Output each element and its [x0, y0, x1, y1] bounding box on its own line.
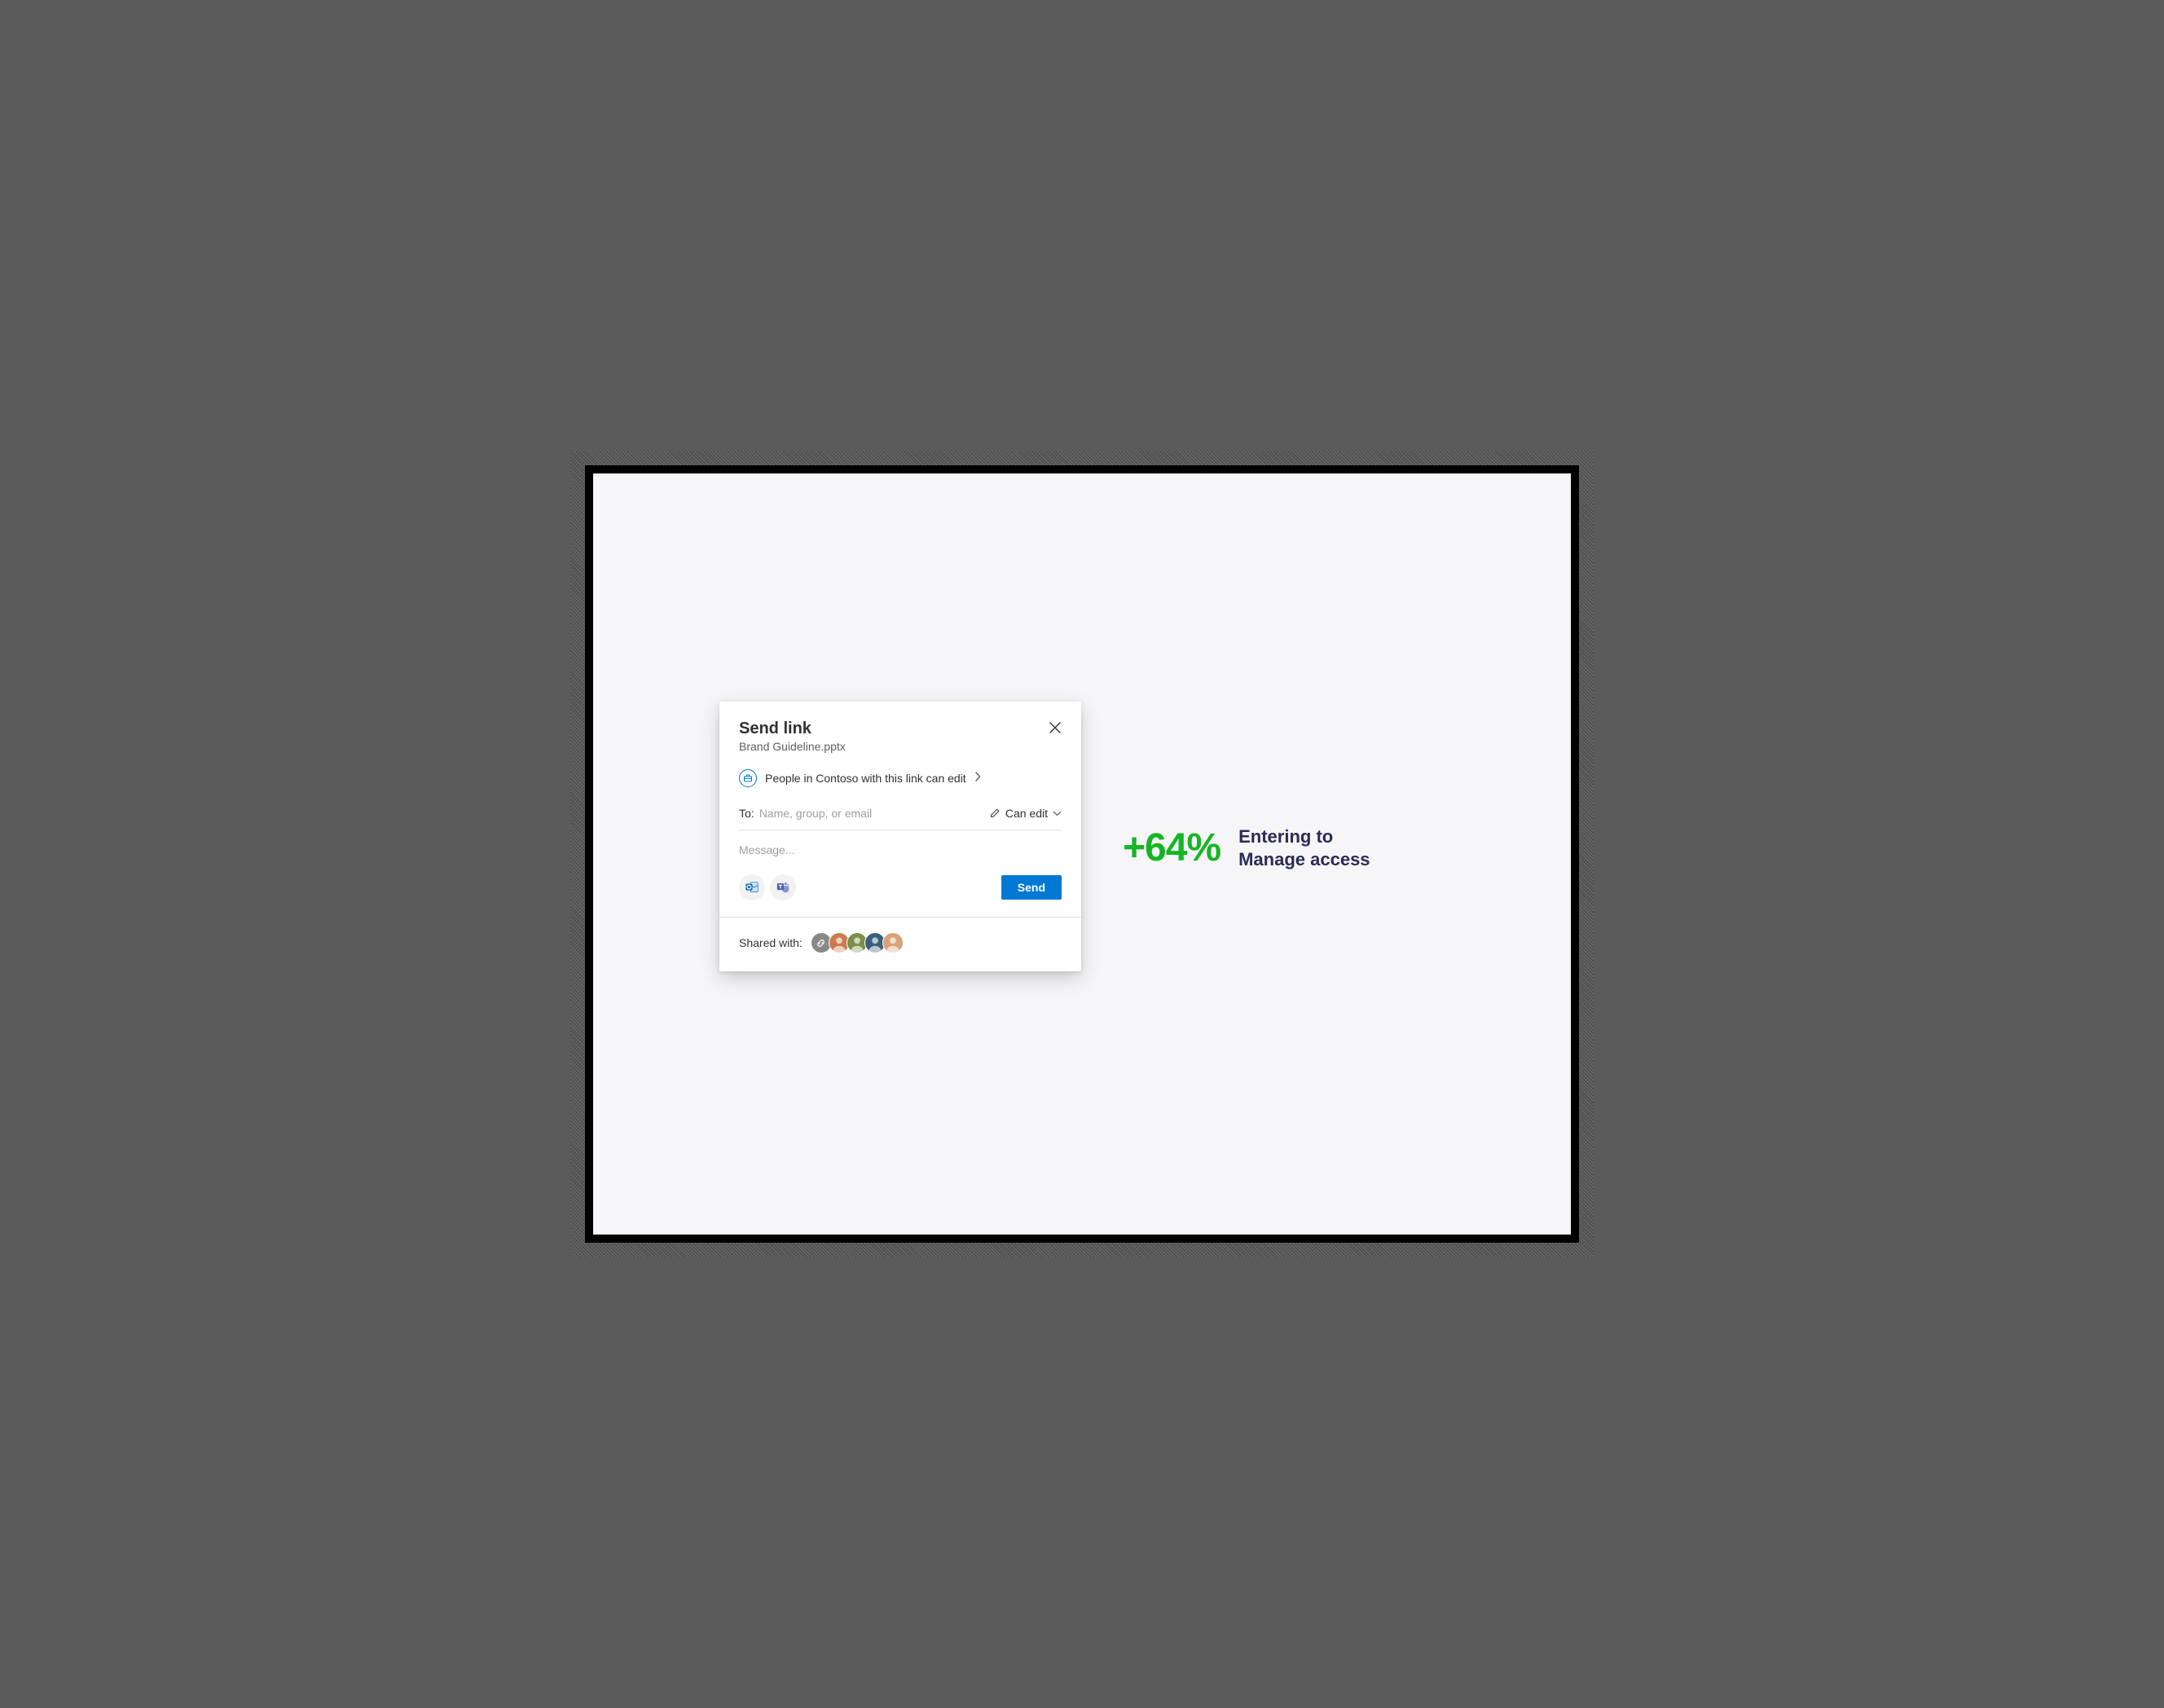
- teams-button[interactable]: [770, 874, 796, 900]
- close-icon: [1049, 722, 1061, 733]
- pencil-icon: [989, 808, 1001, 819]
- permission-dropdown[interactable]: Can edit: [989, 807, 1062, 820]
- outer-noise-frame: Send link Brand Guideline.pptx Pe: [570, 451, 1594, 1257]
- link-icon: [816, 938, 826, 949]
- dialog-title: Send link: [739, 720, 1062, 738]
- send-link-dialog: Send link Brand Guideline.pptx Pe: [719, 702, 1081, 971]
- metric-callout: +64% Entering to Manage access: [1123, 825, 1370, 870]
- dialog-header: Send link Brand Guideline.pptx: [719, 702, 1081, 761]
- outlook-button[interactable]: [739, 874, 765, 900]
- metric-caption-line2: Manage access: [1238, 848, 1370, 871]
- person-avatar[interactable]: [882, 932, 904, 953]
- to-label: To:: [739, 807, 754, 820]
- chevron-right-icon: [974, 771, 981, 786]
- chevron-down-icon: [1053, 811, 1062, 817]
- permission-scope-row[interactable]: People in Contoso with this link can edi…: [719, 761, 1081, 802]
- metric-caption-line1: Entering to: [1238, 825, 1370, 848]
- recipients-input[interactable]: [759, 807, 989, 820]
- slide-canvas: Send link Brand Guideline.pptx Pe: [593, 473, 1571, 1235]
- briefcase-icon: [739, 769, 757, 787]
- shared-with-label: Shared with:: [739, 936, 803, 949]
- person-icon: [883, 932, 903, 953]
- permission-scope-text: People in Contoso with this link can edi…: [765, 772, 966, 785]
- recipients-row: To: Can edit: [739, 802, 1062, 830]
- permission-dropdown-label: Can edit: [1005, 807, 1048, 820]
- black-border-frame: Send link Brand Guideline.pptx Pe: [585, 465, 1579, 1243]
- close-button[interactable]: [1044, 716, 1067, 739]
- outlook-icon: [745, 880, 759, 895]
- metric-caption: Entering to Manage access: [1238, 825, 1370, 870]
- action-row: Send: [719, 865, 1081, 917]
- message-input[interactable]: [739, 843, 1062, 856]
- dialog-filename: Brand Guideline.pptx: [739, 740, 1062, 753]
- send-button[interactable]: Send: [1001, 875, 1062, 900]
- shared-avatars[interactable]: [811, 932, 904, 953]
- message-row: [719, 830, 1081, 865]
- teams-icon: [776, 880, 790, 895]
- shared-with-row: Shared with:: [719, 918, 1081, 971]
- metric-value: +64%: [1123, 825, 1221, 870]
